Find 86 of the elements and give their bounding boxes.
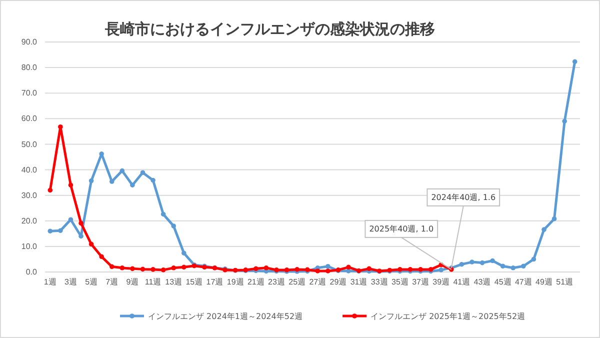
point xyxy=(326,264,330,269)
x-tick-label: 39週 xyxy=(432,278,450,287)
y-tick-label: 20.0 xyxy=(21,216,38,226)
point xyxy=(109,264,114,270)
y-tick-label: 80.0 xyxy=(21,63,38,72)
x-tick-label: 9週 xyxy=(126,278,139,287)
point xyxy=(58,124,63,130)
chart-title: 長崎市におけるインフルエンザの感染状況の推移 xyxy=(104,20,435,38)
point xyxy=(562,118,567,124)
x-tick-label: 7週 xyxy=(106,278,118,287)
point xyxy=(58,228,63,233)
point xyxy=(459,262,464,267)
point xyxy=(109,179,114,184)
point xyxy=(500,264,506,269)
point xyxy=(490,258,495,264)
point xyxy=(120,266,125,270)
point xyxy=(68,182,74,188)
annotation: 2025年40週, 1.0 xyxy=(369,224,434,234)
point xyxy=(182,250,186,256)
point xyxy=(130,266,135,272)
annotation: 2024年40週, 1.6 xyxy=(431,192,496,202)
y-tick-label: 70.0 xyxy=(21,88,38,98)
point xyxy=(150,267,156,272)
point xyxy=(264,266,269,270)
point xyxy=(480,260,485,266)
y-tick-label: 50.0 xyxy=(21,140,38,149)
legend-label: インフルエンザ 2024年1週～2024年52週 xyxy=(148,312,303,321)
x-tick-label: 35週 xyxy=(392,278,408,287)
point xyxy=(510,266,516,270)
point xyxy=(366,266,372,272)
x-tick-label: 3週 xyxy=(64,278,77,287)
y-tick-label: 30.0 xyxy=(21,190,38,200)
x-tick-label: 47週 xyxy=(514,278,532,287)
y-tick-label: 0.0 xyxy=(26,268,38,277)
x-tick-label: 13週 xyxy=(165,278,182,287)
point xyxy=(552,216,557,222)
point xyxy=(120,168,125,174)
x-tick-label: 19週 xyxy=(226,278,244,287)
point xyxy=(78,220,84,226)
x-tick-label: 49週 xyxy=(536,278,552,287)
point xyxy=(140,170,146,175)
legend-label: インフルエンザ 2025年1週～2025年52週 xyxy=(370,312,526,321)
x-tick-label: 37週 xyxy=(412,278,429,287)
x-tick-label: 21週 xyxy=(247,278,264,287)
x-tick-label: 15週 xyxy=(186,278,203,287)
x-tick-label: 11週 xyxy=(144,278,162,287)
y-tick-label: 40.0 xyxy=(21,165,38,174)
point xyxy=(315,268,320,274)
point xyxy=(99,254,104,260)
y-tick-label: 10.0 xyxy=(21,242,38,252)
point xyxy=(140,266,146,272)
point xyxy=(160,268,166,272)
point xyxy=(88,242,94,247)
point xyxy=(572,59,578,64)
y-tick-label: 90.0 xyxy=(21,38,38,47)
point xyxy=(438,268,444,272)
point xyxy=(521,264,526,269)
x-tick-label: 17週 xyxy=(206,278,224,287)
x-tick-label: 33週 xyxy=(370,278,388,287)
point xyxy=(150,178,156,183)
point xyxy=(326,268,330,274)
point xyxy=(130,182,135,188)
y-tick-label: 60.0 xyxy=(21,114,38,124)
point xyxy=(182,264,186,270)
point xyxy=(48,228,53,234)
x-tick-label: 5週 xyxy=(85,278,98,287)
point xyxy=(160,212,166,217)
x-tick-label: 51週 xyxy=(556,278,574,287)
x-tick-label: 43週 xyxy=(474,278,491,287)
x-tick-label: 31週 xyxy=(350,278,368,287)
x-tick-label: 1週 xyxy=(44,278,56,287)
x-tick-label: 41週 xyxy=(453,278,470,287)
point xyxy=(470,260,474,264)
point xyxy=(346,264,351,270)
x-tick-label: 45週 xyxy=(494,278,512,287)
point xyxy=(542,227,546,232)
point xyxy=(48,188,53,193)
x-tick-label: 27週 xyxy=(309,278,326,287)
point xyxy=(171,224,176,228)
point xyxy=(88,178,94,184)
x-tick-label: 23週 xyxy=(268,278,285,287)
point xyxy=(68,217,74,222)
x-tick-label: 29週 xyxy=(330,278,347,287)
x-tick-label: 25週 xyxy=(288,278,306,287)
point xyxy=(171,266,176,270)
point xyxy=(531,256,536,262)
